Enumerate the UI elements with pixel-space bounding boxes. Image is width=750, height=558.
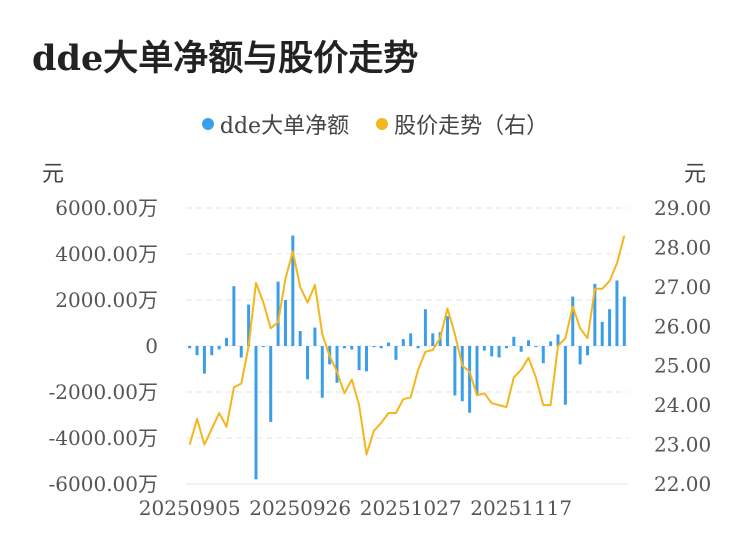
legend-item-price[interactable]: 股价走势（右） bbox=[376, 108, 548, 140]
bar bbox=[225, 337, 229, 346]
bar bbox=[446, 316, 450, 346]
bar bbox=[239, 346, 243, 358]
left-tick-label: -6000.00万 bbox=[49, 472, 158, 496]
right-tick-label: 23.00 bbox=[654, 433, 711, 457]
bar bbox=[615, 280, 619, 346]
left-tick-label: -4000.00万 bbox=[49, 426, 158, 450]
bar bbox=[475, 346, 479, 395]
bar bbox=[453, 346, 457, 396]
x-tick-label: 20251117 bbox=[470, 496, 572, 520]
bar bbox=[504, 346, 508, 349]
bar bbox=[254, 346, 258, 480]
bar bbox=[541, 346, 545, 364]
bar bbox=[283, 300, 287, 346]
bar bbox=[313, 327, 317, 346]
left-tick-label: 2000.00万 bbox=[55, 288, 158, 312]
bar bbox=[460, 346, 464, 402]
bar bbox=[247, 304, 251, 346]
bar bbox=[394, 346, 398, 360]
legend: dde大单净额 股价走势（右） bbox=[0, 108, 750, 140]
bar bbox=[306, 346, 310, 380]
bar bbox=[350, 346, 354, 350]
bar bbox=[578, 346, 582, 365]
bar bbox=[232, 286, 236, 346]
right-tick-label: 24.00 bbox=[654, 393, 711, 417]
legend-label-price: 股价走势（右） bbox=[394, 114, 549, 139]
bar bbox=[519, 346, 523, 352]
bar bbox=[364, 346, 368, 372]
left-tick-label: -2000.00万 bbox=[49, 380, 158, 404]
price-line bbox=[188, 235, 626, 456]
chart-title: dde大单净额与股价走势 bbox=[32, 38, 419, 79]
bar bbox=[600, 321, 604, 346]
bar bbox=[431, 333, 435, 346]
bar bbox=[269, 346, 273, 422]
bar bbox=[409, 333, 413, 346]
bar bbox=[549, 341, 553, 346]
bar bbox=[468, 346, 472, 413]
bar bbox=[387, 342, 391, 346]
legend-item-dde[interactable]: dde大单净额 bbox=[201, 108, 350, 140]
x-tick-label: 20250926 bbox=[249, 496, 351, 520]
right-tick-label: 25.00 bbox=[654, 354, 711, 378]
right-tick-label: 27.00 bbox=[654, 275, 711, 299]
right-tick-label: 28.00 bbox=[654, 235, 711, 259]
bar bbox=[261, 346, 265, 348]
bar bbox=[401, 339, 405, 346]
legend-label-dde: dde大单净额 bbox=[219, 114, 350, 139]
bar bbox=[608, 309, 612, 346]
right-tick-label: 26.00 bbox=[654, 314, 711, 338]
bar bbox=[276, 281, 280, 346]
x-tick-label: 20251027 bbox=[360, 496, 462, 520]
left-axis-unit: 元 bbox=[42, 162, 65, 187]
bar bbox=[593, 283, 597, 346]
bar bbox=[563, 346, 567, 405]
bar bbox=[416, 346, 420, 349]
left-tick-label: 4000.00万 bbox=[55, 242, 158, 266]
bar bbox=[291, 235, 295, 346]
bar bbox=[534, 346, 538, 348]
bar bbox=[482, 346, 486, 351]
bar bbox=[342, 346, 346, 349]
right-tick-label: 29.00 bbox=[654, 196, 711, 220]
bar bbox=[527, 340, 531, 346]
bar bbox=[210, 346, 214, 356]
bar bbox=[357, 346, 361, 371]
bar bbox=[188, 346, 192, 349]
bar bbox=[585, 346, 589, 356]
bar bbox=[556, 334, 560, 346]
left-tick-label: 6000.00万 bbox=[55, 196, 158, 220]
bar bbox=[379, 346, 383, 349]
bar bbox=[622, 296, 626, 346]
right-tick-label: 22.00 bbox=[654, 472, 711, 496]
bar bbox=[490, 346, 494, 357]
bar bbox=[195, 346, 199, 356]
x-tick-label: 20250905 bbox=[139, 496, 241, 520]
bar bbox=[298, 331, 302, 346]
legend-dot-line bbox=[376, 118, 389, 130]
bar bbox=[217, 346, 221, 350]
left-tick-label: 0 bbox=[145, 334, 158, 358]
legend-dot-bar bbox=[201, 118, 214, 130]
bar bbox=[335, 346, 339, 383]
bar bbox=[320, 346, 324, 398]
bar bbox=[512, 336, 516, 346]
bar bbox=[571, 296, 575, 346]
bar bbox=[423, 309, 427, 346]
bar bbox=[202, 346, 206, 374]
bar bbox=[497, 346, 501, 358]
right-axis-unit: 元 bbox=[684, 162, 707, 187]
bar bbox=[372, 346, 376, 348]
